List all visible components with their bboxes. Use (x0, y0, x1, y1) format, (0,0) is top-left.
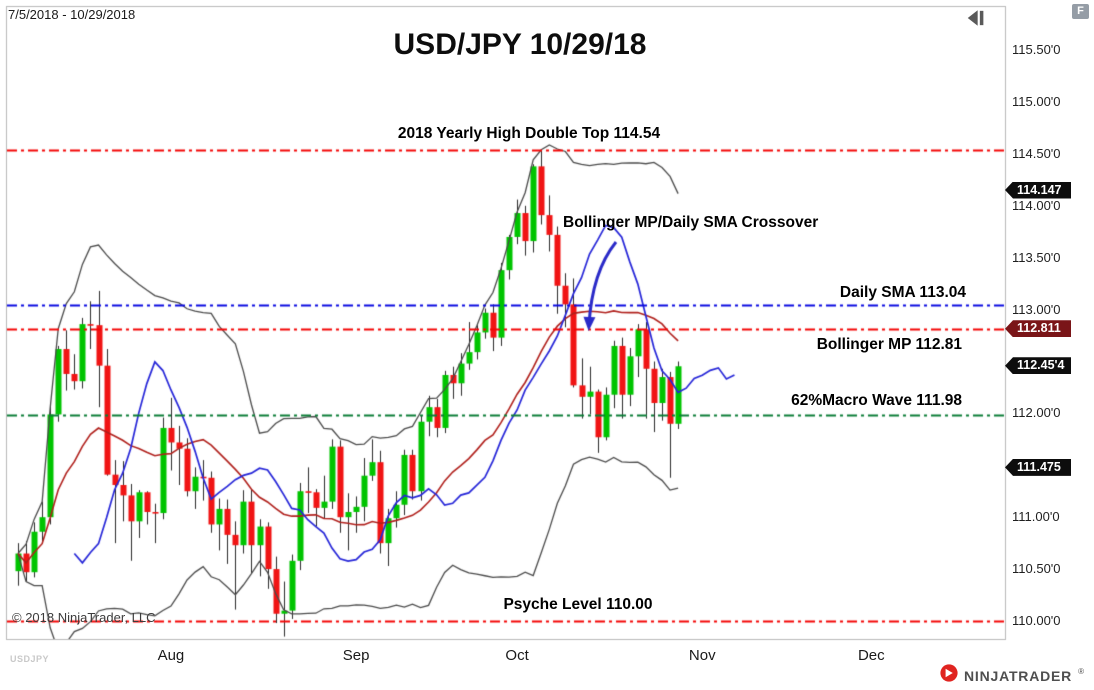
price-tick: 111.00'0 (1012, 509, 1060, 525)
level-label-bollinger-mp[interactable]: Bollinger MP 112.81 (816, 336, 962, 353)
skip-to-start-icon[interactable] (965, 9, 987, 27)
price-tick: 113.00'0 (1012, 301, 1061, 317)
level-label-daily-sma[interactable]: Daily SMA 113.04 (839, 284, 966, 301)
copyright-label: © 2018 NinjaTrader, LLC (12, 610, 156, 625)
level-label-macro-wave[interactable]: 62%Macro Wave 111.98 (791, 392, 962, 409)
price-marker: 114.147 (1005, 181, 1071, 199)
ninjatrader-logo-icon (940, 664, 958, 687)
price-tick: 115.50'0 (1012, 42, 1061, 58)
price-tick: 114.50'0 (1012, 145, 1061, 161)
chart-title: USD/JPY 10/29/18 (393, 28, 647, 61)
price-marker: 111.475 (1005, 458, 1071, 476)
time-axis[interactable]: Aug Sep Oct Nov Dec (0, 640, 1006, 668)
price-tick: 110.50'0 (1012, 561, 1061, 577)
date-range-label: 7/5/2018 - 10/29/2018 (8, 7, 136, 22)
month-label: Sep (342, 647, 370, 664)
month-label: Nov (688, 647, 716, 664)
level-label-psyche[interactable]: Psyche Level 110.00 (503, 596, 653, 613)
ninjatrader-logo: NINJATRADER ® (940, 664, 1084, 687)
price-tick: 113.50'0 (1012, 249, 1061, 265)
ninjatrader-logo-reg: ® (1078, 667, 1084, 676)
price-marker: 112.811 (1005, 320, 1071, 338)
price-tick: 110.00'0 (1012, 613, 1061, 628)
month-label: Oct (505, 647, 529, 664)
price-axis[interactable]: 115.50'0 115.00'0 114.50'0 114.00'0 113.50'0… (1005, 0, 1094, 645)
month-label: Dec (857, 647, 885, 664)
price-marker: 112.45'4 (1005, 357, 1071, 375)
month-label: Aug (157, 647, 185, 664)
level-label-yearly-high[interactable]: 2018 Yearly High Double Top 114.54 (397, 125, 661, 142)
instrument-watermark: USDJPY (10, 654, 50, 664)
panel-f-badge[interactable]: F (1072, 4, 1089, 19)
crossover-annotation[interactable]: Bollinger MP/Daily SMA Crossover (563, 214, 819, 231)
price-tick: 115.00'0 (1012, 94, 1061, 109)
ninjatrader-logo-text: NINJATRADER (963, 667, 1073, 684)
price-tick: 114.00'0 (1012, 197, 1061, 213)
price-tick: 112.00'0 (1012, 405, 1061, 421)
